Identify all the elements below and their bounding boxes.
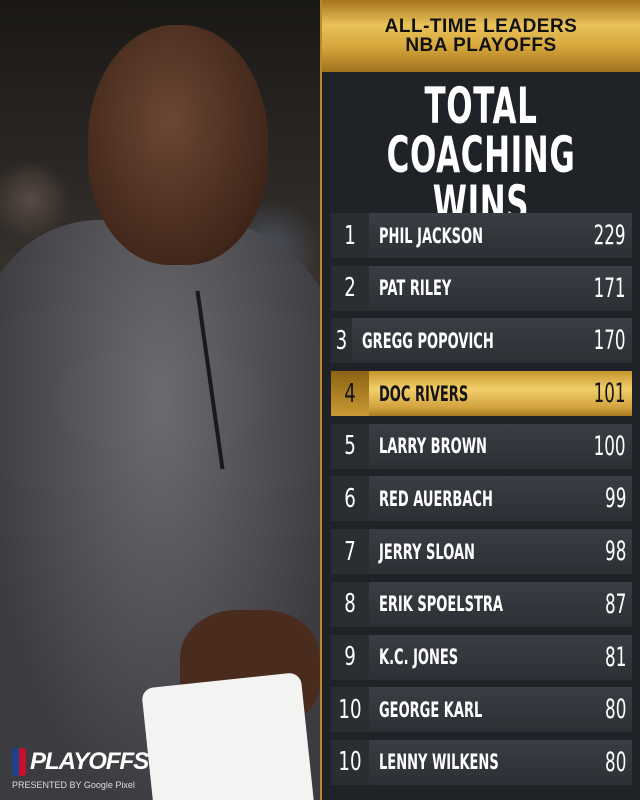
wins-value: 171: [594, 272, 626, 304]
name-cell: PAT RILEY 171: [369, 265, 632, 311]
table-row: 4 DOC RIVERS 101: [331, 371, 632, 417]
table-row: 9 K.C. JONES 81: [331, 634, 632, 680]
rank: 5: [344, 431, 356, 462]
rank: 4: [344, 378, 356, 409]
nba-logo-icon: [12, 748, 26, 776]
rank: 1: [344, 220, 356, 251]
header-line-2: NBA PLAYOFFS: [405, 35, 557, 56]
wins-value: 81: [604, 641, 626, 673]
leaders-table: 1 PHIL JACKSON 229 2 PAT RILEY 171 3 GREGG POPO…: [331, 213, 632, 793]
name-cell: JERRY SLOAN 98: [369, 529, 632, 575]
name-cell: LARRY BROWN 100: [369, 423, 632, 469]
header-banner: ALL-TIME LEADERS NBA PLAYOFFS: [322, 0, 640, 72]
name-cell: LENNY WILKENS 80: [369, 739, 632, 785]
table-row: 8 ERIK SPOELSTRA 87: [331, 581, 632, 627]
rank: 6: [344, 483, 356, 514]
coach-name: RED AUERBACH: [379, 486, 493, 511]
rank: 3: [335, 325, 348, 356]
table-row: 10 GEORGE KARL 80: [331, 687, 632, 733]
table-row: 1 PHIL JACKSON 229: [331, 213, 632, 258]
wins-value: 101: [594, 378, 626, 410]
coach-name: GREGG POPOVICH: [361, 328, 494, 353]
wins-value: 229: [594, 220, 626, 251]
name-cell: RED AUERBACH 99: [369, 476, 632, 522]
rank: 10: [338, 747, 362, 778]
coach-name: LENNY WILKENS: [379, 750, 499, 775]
rank: 9: [344, 642, 356, 672]
coach-name: K.C. JONES: [379, 645, 459, 669]
table-row: 5 LARRY BROWN 100: [331, 423, 632, 469]
table-row: 6 RED AUERBACH 99: [331, 476, 632, 522]
table-row: 2 PAT RILEY 171: [331, 265, 632, 311]
coach-head: [88, 25, 268, 265]
wins-value: 170: [594, 325, 626, 357]
rank: 2: [344, 273, 356, 304]
name-cell: DOC RIVERS 101: [369, 371, 632, 417]
table-row: 3 GREGG POPOVICH 170: [331, 318, 632, 364]
page-title: TOTAL COACHING WINS: [382, 77, 579, 229]
name-cell: GREGG POPOVICH 170: [351, 318, 632, 364]
name-cell: PHIL JACKSON 229: [369, 213, 632, 258]
rank: 7: [344, 536, 356, 567]
name-cell: ERIK SPOELSTRA 87: [369, 581, 632, 627]
coach-name: DOC RIVERS: [379, 381, 469, 406]
logo-text: PLAYOFFS: [30, 748, 149, 775]
name-cell: GEORGE KARL 80: [369, 687, 632, 733]
leaders-panel: ALL-TIME LEADERS NBA PLAYOFFS TOTAL COAC…: [320, 0, 640, 800]
coach-name: JERRY SLOAN: [379, 539, 475, 564]
rank: 8: [344, 589, 356, 620]
wins-value: 87: [604, 588, 626, 620]
header-line-1: ALL-TIME LEADERS: [384, 16, 578, 37]
coach-name: ERIK SPOELSTRA: [379, 592, 503, 617]
wins-value: 80: [604, 746, 626, 778]
title-line-1: TOTAL: [424, 77, 538, 135]
playoffs-logo: PLAYOFFS: [12, 748, 149, 776]
coach-name: GEORGE KARL: [379, 697, 483, 722]
table-row: 7 JERRY SLOAN 98: [331, 529, 632, 575]
wins-value: 100: [594, 430, 626, 462]
clipboard: [141, 672, 315, 800]
coach-name: PAT RILEY: [379, 276, 452, 301]
coach-name: LARRY BROWN: [379, 434, 487, 459]
coach-name: PHIL JACKSON: [379, 223, 484, 248]
sponsor-text: PRESENTED BY Google Pixel: [12, 780, 135, 790]
wins-value: 99: [604, 483, 626, 515]
rank: 10: [338, 694, 362, 725]
wins-value: 80: [604, 694, 626, 726]
wins-value: 98: [604, 536, 626, 568]
table-row: 10 LENNY WILKENS 80: [331, 739, 632, 785]
name-cell: K.C. JONES 81: [369, 634, 632, 680]
coach-photo: PLAYOFFS PRESENTED BY Google Pixel: [0, 0, 320, 800]
